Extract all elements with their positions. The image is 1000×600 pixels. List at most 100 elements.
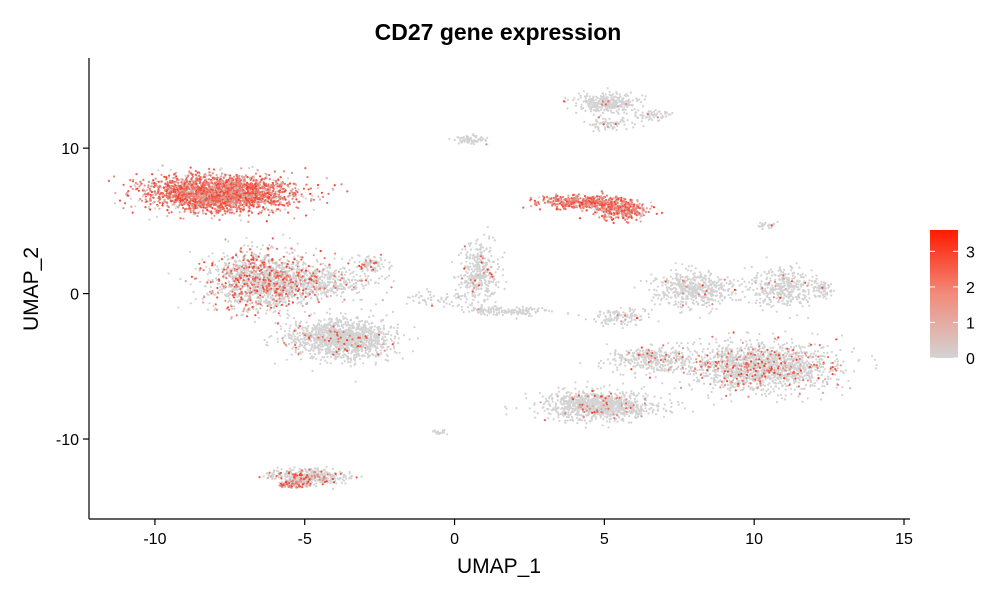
cell-point: [283, 187, 287, 190]
cell-point: [314, 333, 317, 336]
cell-point: [252, 307, 255, 311]
cell-point: [635, 100, 639, 103]
cell-point: [284, 262, 287, 265]
cell-point: [286, 312, 289, 316]
cell-point: [256, 310, 259, 313]
cell-point: [457, 142, 460, 145]
cell-point: [207, 255, 210, 258]
cell-point: [596, 120, 599, 123]
cell-point: [349, 365, 352, 368]
cell-point: [367, 255, 370, 258]
cell-point: [738, 284, 741, 287]
cell-point: [246, 288, 249, 291]
cell-point: [679, 274, 682, 277]
cell-point: [469, 253, 472, 256]
cell-point: [352, 326, 355, 330]
cell-point: [364, 275, 367, 278]
cell-point: [241, 277, 244, 280]
cell-point: [566, 98, 570, 101]
cell-point: [645, 280, 648, 283]
cell-point: [336, 285, 339, 288]
cell-point: [656, 285, 660, 288]
cell-point: [469, 265, 472, 268]
cell-point: [679, 285, 682, 288]
cell-point: [709, 272, 713, 275]
cell-point: [379, 353, 382, 356]
cell-point: [244, 262, 248, 266]
cell-point: [459, 295, 462, 298]
cell-point: [629, 91, 633, 94]
cell-point: [330, 290, 333, 293]
cell-point: [674, 302, 678, 306]
cell-point: [354, 328, 358, 331]
cell-point: [415, 293, 418, 296]
cell-point: [368, 322, 371, 325]
cell-point: [588, 95, 591, 98]
cell-point: [155, 215, 159, 218]
cell-point: [318, 344, 321, 347]
cell-point: [640, 120, 643, 123]
cell-point: [137, 199, 140, 202]
cell-point: [314, 353, 317, 356]
cell-point: [294, 341, 297, 344]
cell-point: [362, 326, 366, 329]
cell-point: [718, 278, 722, 281]
cell-point: [681, 301, 685, 304]
cell-point: [367, 280, 370, 283]
cell-point: [418, 296, 421, 299]
cell-point: [352, 299, 355, 302]
cell-point: [658, 294, 661, 297]
cell-point: [310, 297, 313, 300]
cell-point: [486, 270, 489, 273]
cell-point: [377, 263, 380, 266]
cell-point: [705, 305, 708, 308]
cell-point: [366, 353, 370, 356]
cell-point: [513, 311, 516, 315]
cell-point: [455, 292, 458, 295]
cell-point: [272, 278, 276, 281]
cell-point: [694, 297, 697, 300]
cell-point: [686, 269, 690, 272]
cell-point: [730, 293, 733, 296]
cell-point: [258, 284, 261, 287]
cell-point: [489, 246, 492, 249]
cell-point: [344, 280, 347, 283]
cell-point: [296, 242, 299, 245]
cell-point: [129, 197, 133, 200]
cell-point: [339, 312, 342, 315]
cell-point: [615, 124, 619, 127]
cell-point: [483, 249, 486, 252]
cell-point: [488, 235, 491, 238]
cell-point: [340, 325, 343, 328]
cell-point: [360, 354, 363, 357]
cell-point: [396, 333, 399, 336]
cell-point: [630, 109, 634, 112]
cell-point: [342, 315, 345, 318]
cell-point: [479, 270, 482, 273]
cell-point: [255, 281, 258, 284]
cell-point: [665, 286, 669, 289]
cell-point: [470, 142, 473, 145]
cell-point: [333, 351, 336, 354]
cell-point: [610, 111, 613, 114]
cell-point: [313, 312, 316, 315]
cell-point: [285, 251, 289, 254]
cell-point: [346, 278, 349, 281]
cell-point: [679, 303, 682, 306]
cell-point: [355, 326, 358, 329]
cell-point: [693, 286, 696, 289]
cell-point: [366, 277, 369, 280]
cell-point: [291, 347, 294, 350]
cell-point: [321, 348, 324, 351]
cell-point: [324, 274, 327, 277]
cell-point: [318, 281, 321, 284]
cell-point: [350, 284, 354, 287]
cell-point: [147, 205, 151, 208]
cell-point: [254, 264, 257, 267]
cell-point: [661, 116, 665, 119]
cell-point: [220, 291, 224, 294]
cell-point: [459, 251, 462, 255]
cell-point: [463, 140, 466, 143]
cell-point: [504, 309, 507, 312]
cell-point: [307, 332, 310, 335]
